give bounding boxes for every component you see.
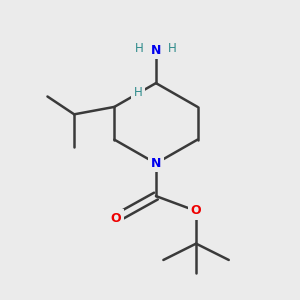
Text: H: H: [134, 85, 142, 98]
Text: N: N: [151, 44, 161, 57]
Text: H: H: [135, 42, 144, 56]
Text: H: H: [168, 42, 177, 56]
Text: O: O: [110, 212, 121, 225]
Text: N: N: [151, 157, 161, 170]
Text: O: O: [191, 204, 201, 218]
